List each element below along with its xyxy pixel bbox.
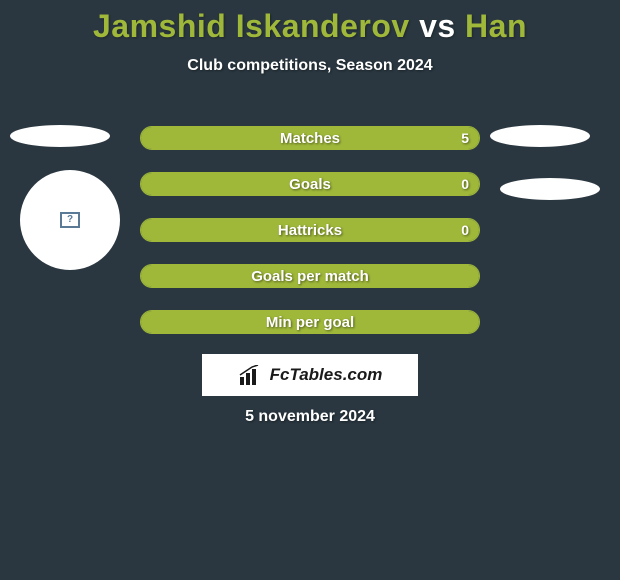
- stat-value: 0: [461, 219, 469, 241]
- vs-label: vs: [419, 8, 456, 44]
- page-title: Jamshid Iskanderov vs Han: [0, 0, 620, 45]
- stat-label: Goals: [141, 173, 479, 195]
- stat-row: Goals per match: [140, 264, 480, 288]
- stat-row: Matches 5: [140, 126, 480, 150]
- brand-chart-icon: [238, 365, 266, 385]
- avatar-placeholder-icon: ?: [60, 212, 80, 228]
- stat-row: Min per goal: [140, 310, 480, 334]
- player2-name: Han: [465, 8, 527, 44]
- stat-value: 0: [461, 173, 469, 195]
- player1-name: Jamshid Iskanderov: [93, 8, 410, 44]
- decor-ellipse-left: [10, 125, 110, 147]
- stat-label: Goals per match: [141, 265, 479, 287]
- stat-value: 5: [461, 127, 469, 149]
- stats-bars: Matches 5 Goals 0 Hattricks 0 Goals per …: [140, 126, 480, 356]
- avatar: ?: [20, 170, 120, 270]
- stat-label: Matches: [141, 127, 479, 149]
- decor-ellipse-right: [490, 125, 590, 147]
- brand-box: FcTables.com: [202, 354, 418, 396]
- stat-row: Goals 0: [140, 172, 480, 196]
- stat-label: Min per goal: [141, 311, 479, 333]
- stat-row: Hattricks 0: [140, 218, 480, 242]
- brand-text: FcTables.com: [270, 365, 383, 385]
- subtitle: Club competitions, Season 2024: [0, 57, 620, 75]
- stat-label: Hattricks: [141, 219, 479, 241]
- footer-date: 5 november 2024: [0, 408, 620, 426]
- decor-ellipse-right2: [500, 178, 600, 200]
